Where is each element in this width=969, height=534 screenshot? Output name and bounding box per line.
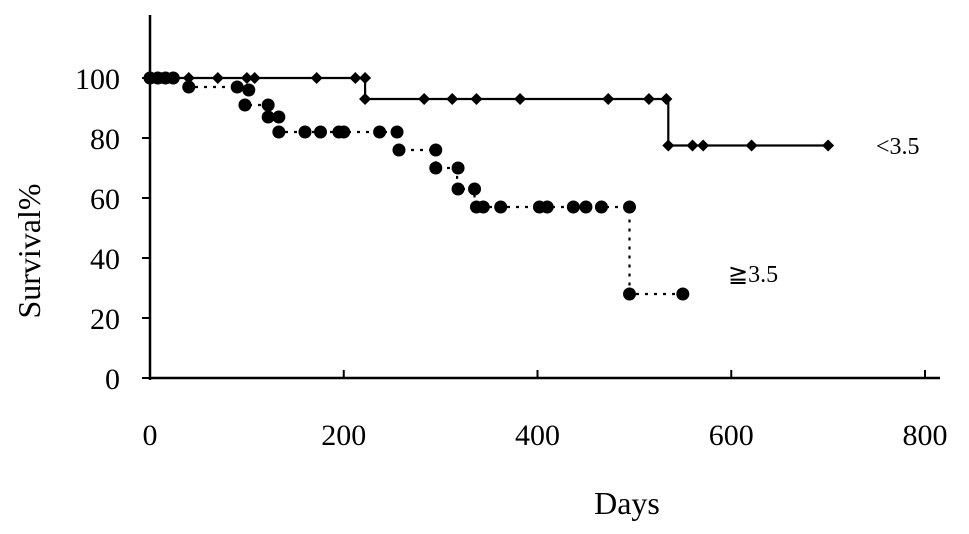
y-axis-title: Survival% (11, 183, 47, 318)
data-point-circle (298, 125, 312, 139)
data-point-circle (272, 125, 286, 139)
axis-ticks: 0 200 400 600 800 0 20 40 60 80 100 (75, 63, 948, 452)
x-tick-label: 200 (321, 419, 366, 452)
data-point-diamond (359, 72, 372, 84)
data-point-circle (623, 287, 637, 301)
data-point-diamond (514, 93, 527, 105)
series-label-lt: <3.5 (876, 134, 920, 160)
x-axis-title: Days (594, 485, 660, 521)
data-point-diamond (248, 72, 261, 84)
data-point-circle (390, 125, 404, 139)
data-point-diamond (662, 139, 675, 152)
x-tick-label: 800 (903, 419, 948, 452)
data-point-circle (272, 110, 286, 124)
data-point-circle (429, 143, 443, 157)
data-point-circle (429, 161, 443, 175)
data-point-diamond (349, 72, 362, 84)
data-point-diamond (446, 93, 459, 105)
data-point-circle (566, 200, 580, 214)
data-point-circle (476, 200, 490, 214)
data-point-diamond (602, 93, 615, 105)
data-point-circle (676, 287, 690, 301)
data-point-circle (261, 110, 275, 124)
data-point-diamond (660, 93, 673, 105)
y-tick-label: 0 (105, 363, 120, 396)
data-point-circle (230, 80, 244, 94)
data-point-diamond (359, 93, 372, 105)
series-1 (143, 71, 690, 301)
data-point-diamond (697, 139, 710, 152)
y-tick-label: 80 (90, 123, 120, 156)
y-tick-label: 60 (90, 183, 120, 216)
data-point-circle (392, 143, 406, 157)
data-point-circle (540, 200, 554, 214)
data-point-circle (451, 182, 465, 196)
data-point-diamond (745, 139, 758, 152)
data-point-circle (261, 98, 275, 112)
data-point-diamond (240, 72, 253, 84)
y-tick-label: 40 (90, 243, 120, 276)
y-tick-label: 20 (90, 303, 120, 336)
data-point-circle (579, 200, 593, 214)
y-tick-label: 100 (75, 63, 120, 96)
series-layer (143, 71, 835, 301)
data-point-diamond (418, 93, 431, 105)
data-point-circle (242, 83, 256, 97)
data-point-diamond (642, 93, 655, 105)
data-point-circle (314, 125, 327, 139)
data-point-circle (182, 80, 196, 94)
series-label-ge: ≧3.5 (728, 262, 778, 288)
data-point-diamond (310, 72, 323, 84)
x-tick-label: 400 (515, 419, 560, 452)
data-point-circle (494, 200, 508, 214)
data-point-circle (623, 200, 637, 214)
x-tick-label: 600 (709, 419, 754, 452)
data-point-circle (373, 125, 387, 139)
data-point-circle (337, 125, 351, 139)
data-point-circle (468, 182, 482, 196)
data-point-circle (166, 71, 180, 85)
data-point-circle (451, 161, 465, 175)
data-point-diamond (822, 139, 835, 152)
data-point-diamond (211, 72, 224, 84)
series-step-line (150, 76, 683, 296)
data-point-diamond (686, 139, 699, 152)
data-point-diamond (470, 93, 483, 105)
data-point-circle (594, 200, 608, 214)
data-point-circle (238, 98, 252, 112)
x-tick-label: 0 (143, 419, 158, 452)
